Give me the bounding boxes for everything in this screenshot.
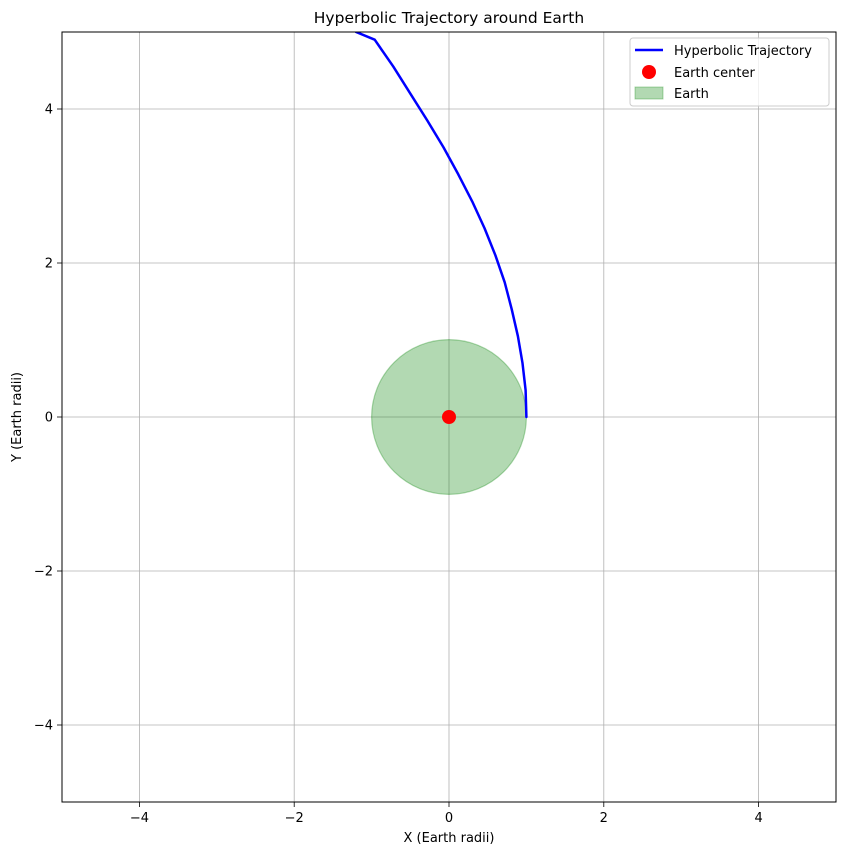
y-tick-label: −4 [34, 719, 53, 734]
earth-center-point [442, 410, 456, 424]
data-layer [354, 32, 528, 496]
x-tick-label: 2 [600, 811, 608, 826]
y-tick-label: 2 [45, 257, 53, 272]
legend-point-swatch [642, 65, 656, 79]
legend-label-earth: Earth [674, 87, 709, 102]
trajectory-line [354, 32, 528, 419]
legend-area-swatch [634, 86, 664, 100]
x-tick-label: −2 [285, 811, 304, 826]
legend: Hyperbolic Trajectory Earth center Earth [629, 37, 830, 107]
ticks: −4 −2 0 2 4 −4 −2 0 2 4 [34, 103, 763, 827]
x-tick-label: 4 [754, 811, 762, 826]
y-tick-label: 4 [45, 103, 53, 118]
legend-box [629, 37, 830, 107]
x-axis-label: X (Earth radii) [404, 831, 495, 846]
legend-label-earth-center: Earth center [674, 66, 755, 81]
y-tick-label: 0 [45, 411, 53, 426]
legend-label-trajectory: Hyperbolic Trajectory [674, 44, 812, 59]
x-tick-label: −4 [130, 811, 149, 826]
y-axis-label: Y (Earth radii) [10, 372, 25, 463]
y-tick-label: −2 [34, 565, 53, 580]
x-tick-label: 0 [445, 811, 453, 826]
chart-title: Hyperbolic Trajectory around Earth [314, 9, 584, 27]
